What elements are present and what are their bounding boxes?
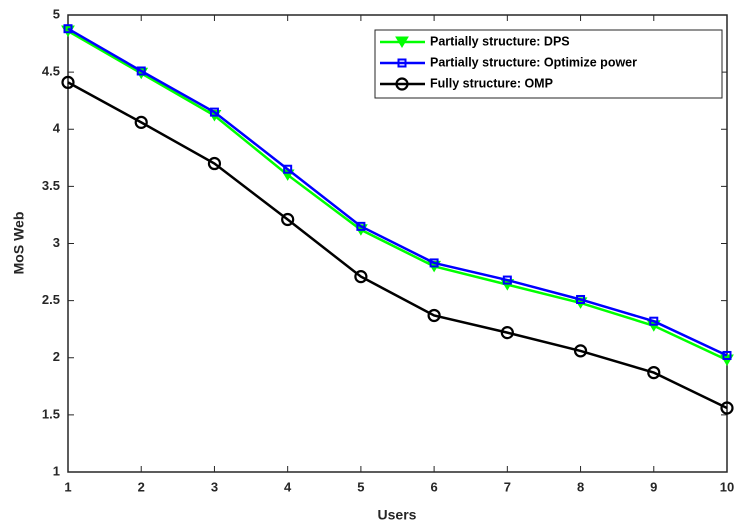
legend: Partially structure: DPS Partially struct… bbox=[374, 29, 723, 99]
marker bbox=[356, 221, 366, 231]
y-tick-label: 3 bbox=[53, 235, 60, 250]
x-tick-label: 4 bbox=[284, 479, 292, 494]
y-tick-label: 5 bbox=[53, 6, 60, 21]
x-tick-label: 1 bbox=[64, 479, 71, 494]
x-tick-label: 3 bbox=[211, 479, 218, 494]
y-tick-label: 4.5 bbox=[42, 64, 60, 79]
marker bbox=[649, 316, 659, 326]
series-line bbox=[67, 27, 728, 357]
legend-label: Fully structure: OMP bbox=[430, 76, 553, 90]
marker bbox=[134, 115, 148, 129]
marker bbox=[61, 75, 75, 90]
marker bbox=[283, 164, 293, 174]
y-tick-label: 3.5 bbox=[42, 178, 60, 193]
y-axis-title: MoS Web bbox=[11, 212, 27, 275]
x-tick-label: 9 bbox=[650, 479, 657, 494]
legend-marker bbox=[397, 58, 407, 68]
y-tick-label: 4 bbox=[53, 121, 61, 136]
marker bbox=[573, 344, 588, 358]
series-line bbox=[67, 81, 728, 410]
marker bbox=[500, 326, 514, 340]
marker bbox=[576, 294, 586, 304]
series-line bbox=[67, 29, 728, 362]
marker bbox=[427, 308, 441, 323]
x-tick-label: 5 bbox=[357, 479, 364, 494]
x-tick-label: 6 bbox=[430, 479, 437, 494]
x-tick-label: 7 bbox=[504, 479, 511, 494]
y-tick-label: 2.5 bbox=[42, 292, 60, 307]
x-tick-label: 10 bbox=[720, 479, 734, 494]
marker bbox=[720, 401, 734, 415]
legend-marker bbox=[395, 77, 409, 91]
marker bbox=[209, 107, 219, 117]
legend-label: Partially structure: DPS bbox=[430, 34, 570, 48]
y-tick-label: 1.5 bbox=[42, 406, 60, 421]
y-tick-label: 2 bbox=[53, 349, 60, 364]
x-tick-label: 2 bbox=[138, 479, 145, 494]
marker bbox=[354, 270, 368, 284]
marker bbox=[136, 66, 146, 76]
marker bbox=[647, 366, 661, 380]
legend-label: Partially structure: Optimize power bbox=[430, 55, 637, 69]
marker bbox=[502, 275, 512, 285]
marker bbox=[722, 350, 732, 360]
x-axis-title: Users bbox=[378, 507, 417, 523]
legend-marker bbox=[395, 36, 409, 48]
y-tick-label: 1 bbox=[53, 463, 60, 478]
marker bbox=[207, 156, 222, 171]
x-tick-label: 8 bbox=[577, 479, 584, 494]
marker bbox=[429, 258, 439, 268]
marker bbox=[281, 212, 295, 227]
legend-box bbox=[374, 29, 723, 99]
marker bbox=[63, 24, 73, 34]
